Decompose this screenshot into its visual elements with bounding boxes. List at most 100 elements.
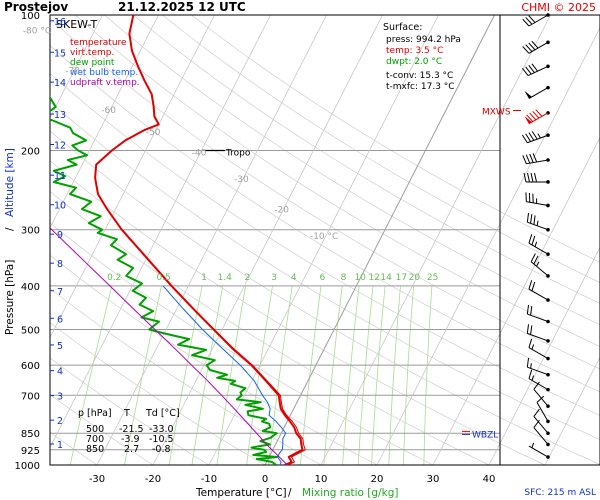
sounding-datetime: 21.12.2025 12 UTC [118,0,246,14]
isotherm-line [152,15,383,465]
wind-barb [523,172,550,184]
mixing-ratio-label: 17 [396,273,407,283]
y-axis-separator: / [4,227,16,231]
dry-adiabat [191,15,600,263]
wind-barb-feather [528,234,533,244]
mixing-ratio-line [323,285,343,465]
mixing-ratio-label: 12 [368,273,379,283]
wind-barb-staff [527,221,549,231]
wind-barb-feather [533,408,540,417]
y-axis-label: Pressure [hPa] [4,260,16,335]
wind-barb [528,280,550,302]
x-axis-separator: / [288,487,292,499]
isotherm-label: -40 [192,148,207,158]
y-axis-label-secondary: Altitude [km] [4,148,16,217]
wind-barb [526,357,550,377]
temperature-tick-label: -20 [145,474,161,485]
level-table: p [hPa] T Td [°C] 500 -21.5 -33.0 700 -3… [78,408,180,455]
convective-temp: t-conv: 15.3 °C [386,71,453,81]
mixing-ratio-line [371,285,386,465]
pressure-tick-label: 700 [21,391,40,402]
wind-barb-feather [533,215,536,225]
wind-barb-feather [526,114,534,122]
isotherm-line [50,15,215,339]
wind-barb [526,324,550,343]
mixing-ratio-line [403,285,414,465]
temperature-tick-label: 10 [315,474,328,485]
tropopause-label: Tropo [225,148,251,158]
axes: 0.2 0.5 1 1.4 2 3 4 6 8 10 12 14 17 20 25-80 °C-70-60-… [15,11,496,485]
wind-barb-half-feather [531,375,535,381]
wind-barb-feather [536,395,545,403]
table-cell: 500 [86,424,104,435]
dry-adiabat [50,17,600,370]
wind-barb-half-feather [537,133,541,139]
isotherm-label: -60 [101,106,116,116]
pressure-tick-label: 400 [21,282,40,293]
series-virt-temp-line [122,229,306,465]
isotherm-line [50,15,103,119]
legend-entry: temperature [70,38,127,48]
wind-barb-feather [523,172,527,183]
table-header-t: T [123,408,130,419]
isotherm-line [544,356,600,465]
table-cell: 2.7 [124,444,139,455]
wind-barb-feather [525,66,532,75]
wind-barb [524,109,550,125]
wind-barb [526,212,550,232]
wind-barb-staff [528,445,549,458]
isotherm-line [320,15,551,465]
mixing-ratio-label: 0.5 [157,273,171,283]
wind-barb [522,13,550,27]
series-dew-point-line [50,95,279,465]
wind-barbs [521,13,550,459]
wind-barb-station [546,319,550,324]
dry-adiabat [75,15,600,347]
dry-adiabat [104,15,600,326]
table-header-p: p [hPa] [78,408,112,419]
legend-entry: udpraft v.temp. [70,78,140,88]
wind-barb [533,381,550,408]
background-grid [50,15,600,465]
isotherm-line [50,15,159,229]
dry-adiabat [50,130,600,465]
surface-temp: temp: 3.5 °C [386,46,443,56]
wind-barb-feather [526,304,530,315]
wind-barb-feather [526,357,530,368]
y-axis-title: Pressure [hPa] / Altitude [km] [4,148,16,335]
wind-barb-staff [526,201,549,206]
wind-barb-staff [527,313,549,323]
wind-barb-feather [529,112,537,121]
zero-isotherm [264,15,495,465]
mixing-ratio-label: 4 [291,273,297,283]
temperature-tick-label: -10 [201,474,217,485]
wind-barb-feather [528,338,533,348]
mixing-ratio-label: 1.4 [218,273,233,283]
wind-barb-feather [522,18,530,27]
wind-barb-staff [528,288,549,301]
table-cell: -3.9 [121,434,140,445]
wind-barb-feather [532,153,538,163]
wind-barb-staff [528,347,549,359]
altitude-tick-label: 1 [57,440,63,451]
wind-barb-staff [530,261,549,277]
wind-barb [524,85,550,100]
surface-dewpoint: dwpt: 2.0 °C [386,57,442,67]
altitude-tick-label: 12 [54,141,66,152]
annotations: Tropo MXWS WBZL [205,107,521,440]
legend-entry: virt.temp. [70,48,114,58]
mixing-ratio-label: 14 [380,273,392,283]
altitude-tick-label: 14 [54,78,66,89]
legend-entry: dew point [70,58,115,68]
wind-barb-feather [525,17,533,25]
isotherm-line [208,15,439,465]
wind-barb [533,408,550,436]
isotherm-label: -70 [65,67,80,77]
series-wet-bulb-temp-line [162,285,287,465]
wind-barb-feather [531,281,536,291]
plot-frame [49,14,600,466]
wind-barb-half-feather [536,220,539,226]
wind-barb-feather [528,280,533,290]
altitude-tick-label: 13 [54,110,66,121]
temperature-tick-label: 20 [371,474,384,485]
